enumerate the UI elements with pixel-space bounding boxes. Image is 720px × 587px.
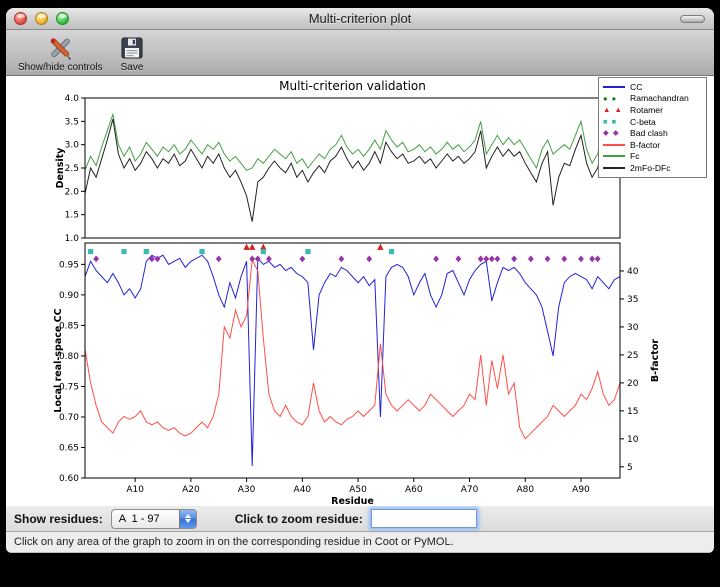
svg-text:A90: A90: [572, 485, 590, 495]
svg-text:40: 40: [627, 267, 639, 277]
svg-text:A20: A20: [182, 485, 200, 495]
svg-text:25: 25: [627, 351, 638, 361]
title-bar[interactable]: Multi-criterion plot: [6, 8, 714, 30]
plot-canvas: 1.0 1.5 2.0 2.5 3.0 3.5 4.0 0.60 0.65 0.70 0.75 0.8…: [6, 76, 714, 507]
multi-criterion-plot-window: Multi-criterion plot Show/hide controls: [6, 8, 714, 553]
save-label: Save: [120, 62, 144, 73]
legend-triangle-icon: ▲ ▲: [603, 105, 623, 115]
svg-text:0.95: 0.95: [59, 260, 79, 270]
legend-line-swatch: [603, 143, 630, 146]
window-title: Multi-criterion plot: [308, 11, 412, 26]
chevron-up-icon: [184, 514, 191, 518]
chain-select-dropdown[interactable]: A 1 - 97: [110, 508, 197, 529]
svg-text:Density: Density: [55, 147, 66, 189]
svg-text:A70: A70: [461, 485, 479, 495]
svg-text:0.75: 0.75: [59, 382, 79, 392]
legend-label: Rotamer: [630, 104, 663, 115]
svg-text:0.65: 0.65: [59, 443, 79, 453]
legend-label: B-factor: [630, 139, 661, 150]
svg-text:0.90: 0.90: [59, 291, 79, 301]
svg-text:0.85: 0.85: [59, 321, 79, 331]
svg-text:0.60: 0.60: [59, 474, 79, 484]
svg-text:B-factor: B-factor: [650, 339, 661, 382]
svg-text:3.0: 3.0: [65, 141, 80, 151]
show-hide-controls-button[interactable]: Show/hide controls: [12, 33, 109, 74]
legend-label: Fc: [630, 151, 640, 162]
tools-icon: [47, 34, 74, 61]
legend-item-2mfo-dfc: 2mFo-DFc: [603, 162, 702, 174]
svg-text:1.0: 1.0: [65, 234, 80, 244]
plot-legend: CC ● ● Ramachandran ▲ ▲ Rotamer ■ ■ C-beta ◆ ◆ B…: [598, 77, 707, 178]
legend-diamond-icon: ◆ ◆: [603, 128, 620, 138]
cc-panel: [85, 243, 620, 478]
legend-item-b-factor: B-factor: [603, 139, 702, 151]
zoom-residue-input[interactable]: [370, 509, 477, 528]
save-button[interactable]: Save: [113, 33, 152, 74]
show-hide-controls-label: Show/hide controls: [18, 62, 103, 73]
svg-text:4.0: 4.0: [65, 94, 80, 104]
legend-item-ramachandran: ● ● Ramachandran: [603, 93, 702, 105]
svg-text:A10: A10: [126, 485, 144, 495]
legend-line-swatch: [603, 85, 630, 88]
svg-text:5: 5: [627, 463, 633, 473]
svg-text:A40: A40: [294, 485, 312, 495]
legend-item-fc: Fc: [603, 151, 702, 163]
svg-text:A80: A80: [516, 485, 534, 495]
svg-text:Residue: Residue: [331, 496, 374, 504]
dropdown-stepper-icon: [178, 509, 196, 528]
legend-item-cc: CC: [603, 81, 702, 93]
save-icon: [119, 34, 146, 61]
svg-text:2.0: 2.0: [65, 187, 80, 197]
svg-text:15: 15: [627, 407, 638, 417]
legend-line-swatch: [603, 166, 630, 169]
chevron-down-icon: [184, 519, 191, 523]
zoom-button[interactable]: [56, 12, 69, 25]
minimize-button[interactable]: [35, 12, 48, 25]
legend-label: C-beta: [630, 116, 656, 127]
svg-text:A50: A50: [349, 485, 367, 495]
svg-text:Local real-space CC: Local real-space CC: [53, 308, 64, 412]
controls-bar: Show residues: A 1 - 97 Click to zoom re…: [6, 506, 714, 532]
legend-circle-icon: ● ●: [603, 93, 618, 103]
svg-text:A30: A30: [238, 485, 256, 495]
legend-line-swatch: [603, 155, 630, 158]
svg-text:2.5: 2.5: [65, 164, 79, 174]
svg-text:3.5: 3.5: [65, 117, 79, 127]
legend-item-bad-clash: ◆ ◆ Bad clash: [603, 127, 702, 139]
traffic-lights: [14, 12, 69, 25]
multi-criterion-plot[interactable]: 1.0 1.5 2.0 2.5 3.0 3.5 4.0 0.60 0.65 0.70 0.75 0.8…: [6, 76, 714, 507]
legend-label: 2mFo-DFc: [630, 162, 671, 173]
status-bar: Click on any area of the graph to zoom i…: [6, 532, 714, 553]
close-button[interactable]: [14, 12, 27, 25]
chain-select-value: A 1 - 97: [118, 512, 160, 525]
legend-label: CC: [630, 81, 643, 92]
svg-text:0.80: 0.80: [59, 352, 79, 362]
legend-label: Ramachandran: [630, 93, 689, 104]
legend-item-rotamer: ▲ ▲ Rotamer: [603, 104, 702, 116]
toolbar: Show/hide controls Save: [6, 30, 714, 76]
svg-text:35: 35: [627, 295, 638, 305]
svg-text:1.5: 1.5: [65, 211, 79, 221]
svg-text:10: 10: [627, 435, 639, 445]
legend-item-c-beta: ■ ■ C-beta: [603, 116, 702, 128]
show-residues-label: Show residues:: [14, 511, 103, 526]
svg-text:0.70: 0.70: [59, 413, 79, 423]
svg-text:20: 20: [627, 379, 639, 389]
legend-square-icon: ■ ■: [603, 116, 618, 126]
chart-title: Multi-criterion validation: [279, 79, 426, 93]
toolbar-toggle-capsule[interactable]: [680, 15, 705, 23]
zoom-residue-label: Click to zoom residue:: [234, 511, 363, 526]
legend-label: Bad clash: [630, 128, 668, 139]
svg-text:A60: A60: [405, 485, 423, 495]
svg-text:30: 30: [627, 323, 639, 333]
status-text: Click on any area of the graph to zoom i…: [14, 536, 454, 548]
